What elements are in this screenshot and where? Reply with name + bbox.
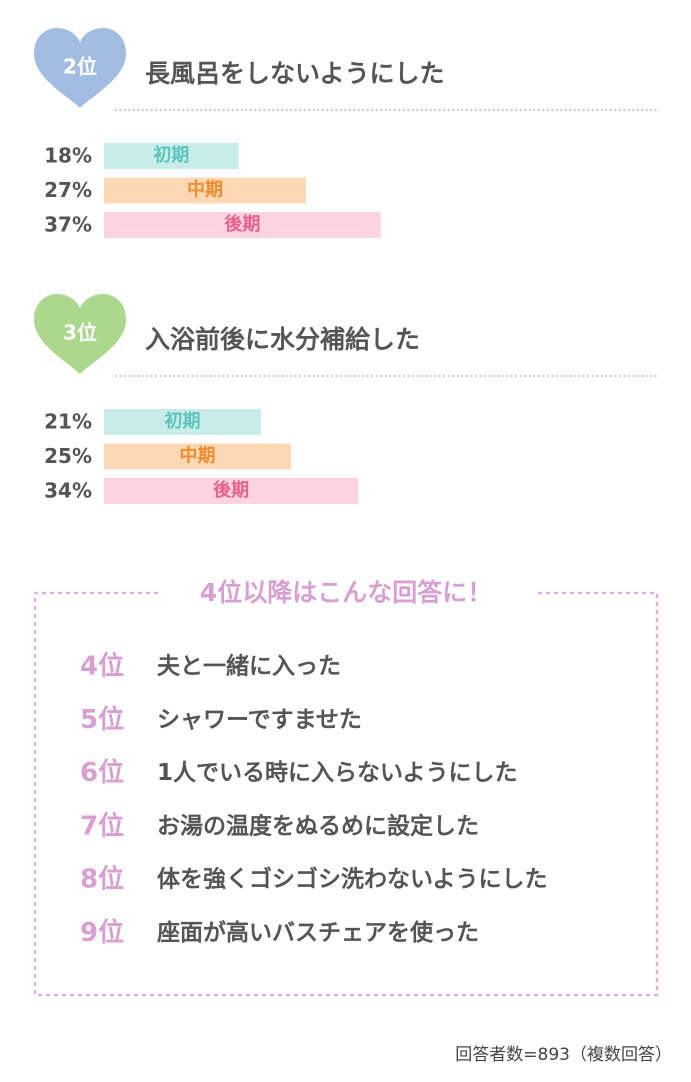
value-label: 18% [44,144,92,168]
box-title: 4位以降はこんな回答に！ [200,578,492,607]
rank-text: 座面が高いバスチェアを使った [157,919,479,946]
bar [104,478,359,504]
rank-number: 9位 [80,917,124,948]
rank-label: 2位 [63,55,97,79]
rank-number: 8位 [80,864,124,895]
value-label: 37% [44,213,92,237]
rank-label: 3位 [63,321,97,345]
chart-title: 入浴前後に水分補給した [145,325,420,354]
category-label: 後期 [224,213,260,235]
category-label: 後期 [213,479,249,501]
rank-number: 7位 [80,810,124,841]
rank-text: 1人でいる時に入らないようにした [157,760,518,786]
rank-number: 6位 [80,757,124,788]
value-label: 25% [44,444,92,468]
rank-number: 5位 [80,704,124,735]
rank-text: お湯の温度をぬるめに設定した [157,812,479,839]
category-label: 中期 [187,179,223,201]
box-title-bg [158,575,534,611]
bar [104,443,291,470]
value-label: 34% [44,479,92,503]
rank-badge [34,28,126,108]
footnote: 回答者数=893（複数回答） [455,1045,672,1065]
category-label: 初期 [153,144,189,166]
rank-badge [34,294,126,374]
bar [104,143,239,169]
bar [104,212,381,238]
bar [104,409,262,435]
value-label: 27% [44,178,92,202]
rank-number: 4位 [80,651,124,682]
rank-text: シャワーですませた [157,707,362,733]
value-label: 21% [44,410,92,434]
bar [104,177,306,204]
category-label: 中期 [180,445,216,467]
category-label: 初期 [165,410,201,432]
chart-title: 長風呂をしないようにした [145,59,445,88]
rank-text: 夫と一緒に入った [157,653,341,680]
rank-text: 体を強くゴシゴシ洗わないようにした [157,866,548,893]
